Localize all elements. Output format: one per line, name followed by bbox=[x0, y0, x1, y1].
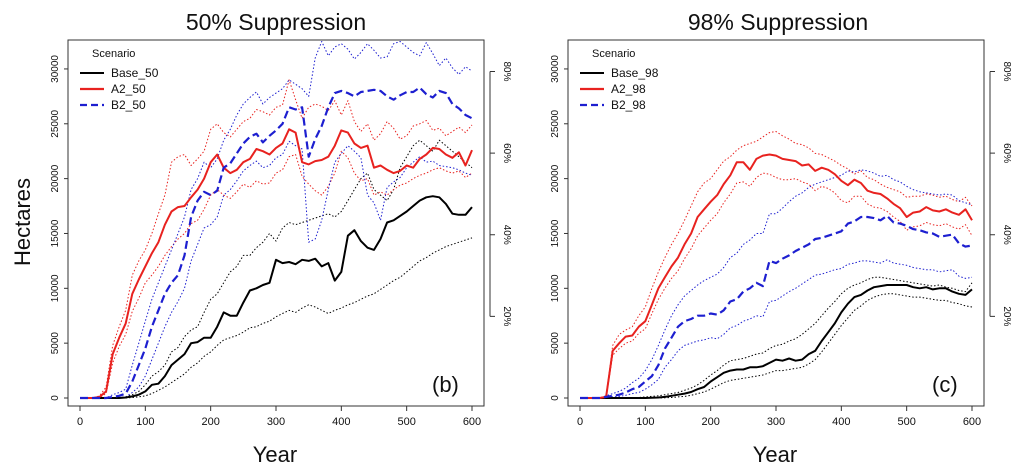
legend-entry-base: Base_50 bbox=[111, 66, 159, 80]
series-line-a2-98-upper bbox=[580, 131, 973, 399]
panel-label: (b) bbox=[432, 372, 459, 397]
right-axis-tick-label: 60% bbox=[501, 143, 512, 163]
right-axis-tick-label: 40% bbox=[1001, 225, 1012, 245]
y-tick-label: 30000 bbox=[550, 55, 561, 83]
series-line-b2-98 bbox=[580, 214, 973, 400]
series-line-base-98 bbox=[580, 284, 973, 399]
series-line-base-50 bbox=[80, 195, 473, 399]
y-tick-label: 5000 bbox=[550, 332, 561, 355]
x-tick-label: 200 bbox=[701, 416, 719, 428]
y-tick-label: 30000 bbox=[50, 55, 61, 83]
x-tick-label: 400 bbox=[832, 416, 850, 428]
x-tick-label: 600 bbox=[463, 416, 481, 428]
right-axis-tick-label: 80% bbox=[501, 61, 512, 81]
series-line-base-50-lower bbox=[80, 237, 473, 399]
y-tick-label: 15000 bbox=[50, 219, 61, 247]
series-line-base-50-upper bbox=[80, 139, 473, 399]
right-axis-tick-label: 20% bbox=[1001, 306, 1012, 326]
y-tick-label: 10000 bbox=[550, 274, 561, 302]
chart-title: 50% Suppression bbox=[186, 9, 366, 35]
x-tick-label: 0 bbox=[77, 416, 83, 428]
x-tick-label: 500 bbox=[397, 416, 415, 428]
right-axis-tick-label: 20% bbox=[501, 306, 512, 326]
x-axis-label: Year bbox=[253, 442, 297, 467]
x-tick-label: 500 bbox=[897, 416, 915, 428]
series-line-base-98-upper bbox=[580, 276, 973, 399]
legend-entry-a2: A2_98 bbox=[611, 82, 646, 96]
x-tick-label: 300 bbox=[267, 416, 285, 428]
series-line-b2-98-lower bbox=[580, 259, 973, 399]
panel-label: (c) bbox=[932, 372, 958, 397]
y-tick-label: 0 bbox=[550, 395, 561, 401]
x-axis-label: Year bbox=[753, 442, 797, 467]
x-tick-label: 300 bbox=[767, 416, 785, 428]
legend-title: Scenario bbox=[592, 48, 635, 60]
y-tick-label: 15000 bbox=[550, 219, 561, 247]
y-tick-label: 0 bbox=[50, 395, 61, 401]
legend: Scenario Base_50 A2_50 B2_50 bbox=[80, 48, 159, 112]
x-tick-label: 600 bbox=[963, 416, 981, 428]
series-line-a2-98 bbox=[580, 153, 973, 399]
y-tick-label: 25000 bbox=[50, 109, 61, 137]
chart-panel-50-suppression: 50% Suppression Hectares Year 0500010000… bbox=[10, 9, 512, 467]
legend-entry-b2: B2_50 bbox=[111, 98, 146, 112]
legend-entry-base: Base_98 bbox=[611, 66, 659, 80]
series-line-b2-50-upper bbox=[80, 41, 473, 399]
right-axis-tick-label: 80% bbox=[1001, 61, 1012, 81]
x-tick-label: 200 bbox=[201, 416, 219, 428]
chart-panel-98-suppression: 98% Suppression Year 0500010000150002000… bbox=[550, 9, 1012, 467]
series-line-a2-50 bbox=[80, 128, 473, 399]
x-tick-label: 400 bbox=[332, 416, 350, 428]
y-tick-label: 5000 bbox=[50, 332, 61, 355]
chart-title: 98% Suppression bbox=[688, 9, 868, 35]
x-tick-label: 100 bbox=[636, 416, 654, 428]
y-tick-label: 10000 bbox=[50, 274, 61, 302]
series-line-base-98-lower bbox=[580, 293, 973, 399]
legend-entry-b2: B2_98 bbox=[611, 98, 646, 112]
right-axis-tick-label: 60% bbox=[1001, 143, 1012, 163]
legend-entry-a2: A2_50 bbox=[111, 82, 146, 96]
y-tick-label: 25000 bbox=[550, 109, 561, 137]
series-line-b2-50-lower bbox=[80, 140, 473, 399]
legend-title: Scenario bbox=[92, 48, 135, 60]
x-tick-label: 100 bbox=[136, 416, 154, 428]
y-tick-label: 20000 bbox=[550, 164, 561, 192]
legend: Scenario Base_98 A2_98 B2_98 bbox=[580, 48, 659, 112]
y-tick-label: 20000 bbox=[50, 164, 61, 192]
series-line-b2-98-upper bbox=[580, 169, 973, 399]
right-axis-tick-label: 40% bbox=[501, 225, 512, 245]
x-tick-label: 0 bbox=[577, 416, 583, 428]
y-axis-label: Hectares bbox=[10, 178, 35, 266]
